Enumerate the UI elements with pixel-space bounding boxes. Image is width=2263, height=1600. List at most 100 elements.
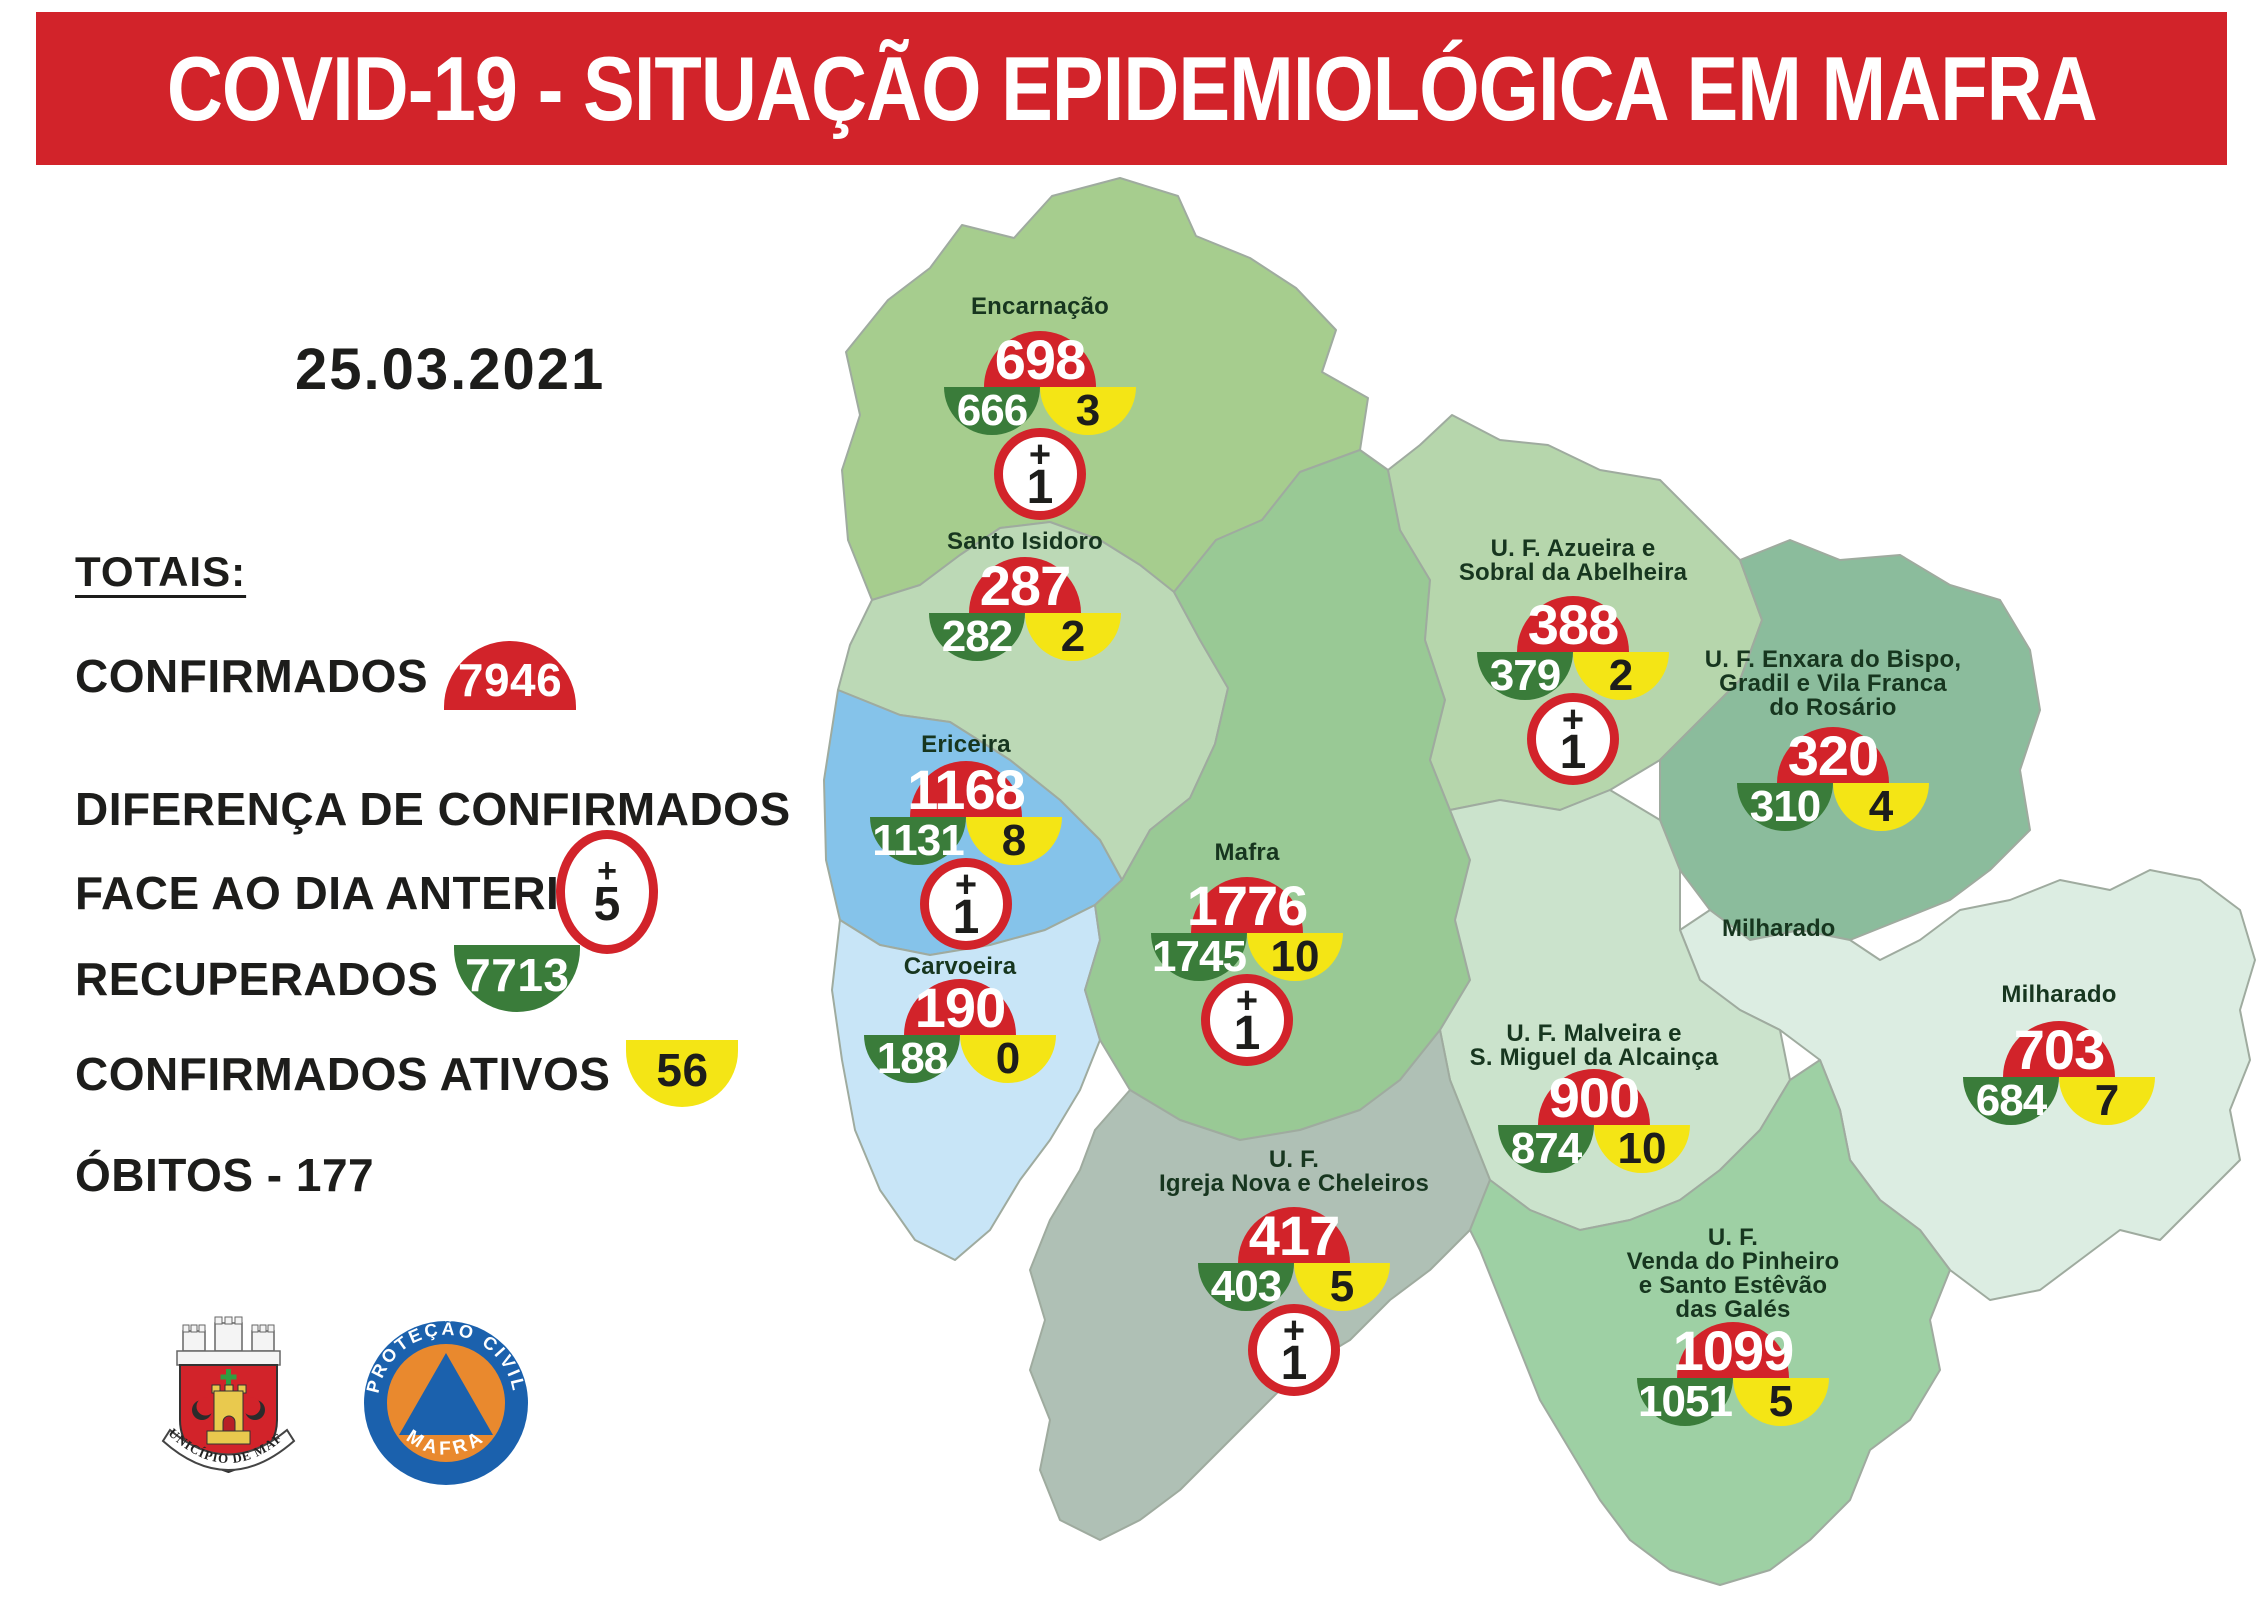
active-badge: 3 [1040,386,1136,435]
region-badge: 900 874 10 [1498,1066,1690,1259]
active-total-row: CONFIRMADOS ATIVOS 56 [75,1040,739,1107]
confirmed-badge: 703 [2003,1018,2115,1081]
confirmed-total-value: 7946 [457,654,563,706]
map-region-carvoeira [831,904,1101,1261]
difference-delta-value: 5 [593,878,621,931]
page-title: COVID-19 - SITUAÇÃO EPIDEMIOLÓGICA EM MA… [166,37,2098,139]
recovered-total-badge: 7713 [454,945,581,1012]
plus-sign: + [1235,980,1259,1022]
active-badge: 10 [1594,1124,1690,1173]
delta-value: 1 [1559,726,1587,779]
delta-value: 1 [952,891,980,944]
confirmed-total-badge: 7946 [444,641,577,710]
deaths-value: 177 [295,1149,375,1201]
plus-sign: + [597,852,617,890]
difference-delta-badge: + 5 [556,830,658,954]
region-badge: 287 282 2 [929,554,1121,747]
municipio-de-mafra-crest-logo: MUNICÍPIO DE MAFRA [147,1313,296,1474]
region-badge: 1168 1131 8 + 1 [870,757,1062,951]
region-enxara-gradil: U. F. Enxara do Bispo, Gradil e Vila Fra… [1673,646,1993,831]
totals-heading: TOTAIS: [75,548,247,595]
confirmed-badge: 1099 [1672,1318,1795,1382]
region-mafra: Mafra 1776 1745 10 + 1 [1087,839,1407,1066]
deaths-row: ÓBITOS - 177 [75,1148,374,1202]
region-azueira-sobral: U. F. Azueira e Sobral da Abelheira 388 … [1413,535,1733,785]
active-total-value: 56 [656,1044,709,1096]
confirmed-badge: 287 [969,554,1081,617]
region-label: U. F. Venda do Pinheiro e Santo Estêvão … [1626,1224,1840,1323]
region-badge: 190 188 0 [864,976,1056,1169]
difference-line-2: FACE AO DIA ANTERIOR [75,867,630,919]
region-badge: 1099 1051 5 [1637,1318,1829,1512]
region-carvoeira: Carvoeira 190 188 0 [800,953,1120,1083]
region-label: Carvoeira [903,953,1017,980]
region-label: U. F. Azueira e Sobral da Abelheira [1458,535,1688,586]
confirmed-badge: 417 [1238,1204,1350,1267]
recovered-total-value: 7713 [465,949,570,1001]
recovered-badge: 874 [1498,1124,1594,1173]
region-label: Encarnação [970,293,1110,320]
active-badge: 7 [2059,1076,2155,1125]
active-badge: 0 [960,1034,1056,1083]
region-igreja-nova-cheleiros: U. F. Igreja Nova e Cheleiros 417 403 5 … [1134,1146,1454,1396]
delta-badge: + 1 [1248,1304,1340,1396]
region-venda-pinheiro: U. F. Venda do Pinheiro e Santo Estêvão … [1573,1224,1893,1426]
region-badge: 1776 1745 10 + 1 [1151,873,1343,1067]
milharado-sliver-label: Milharado [1722,915,1836,942]
recovered-badge: 282 [929,612,1025,661]
recovered-badge: 684 [1963,1076,2059,1125]
active-badge: 4 [1833,782,1929,831]
active-badge: 10 [1247,932,1343,981]
confirmed-badge: 320 [1777,724,1889,787]
active-badge: 2 [1025,612,1121,661]
region-milharado: Milharado 703 684 7 [1899,981,2219,1125]
confirmed-badge: 1776 [1186,873,1309,937]
recovered-badge: 403 [1198,1262,1294,1311]
delta-badge: + 1 [1527,693,1619,785]
region-encarnacao: Encarnação 698 666 3 + 1 [880,293,1200,520]
region-malveira-smiguel: U. F. Malveira e S. Miguel da Alcainça 9… [1434,1020,1754,1173]
title-banner: COVID-19 - SITUAÇÃO EPIDEMIOLÓGICA EM MA… [36,12,2227,165]
confirmed-badge: 698 [984,328,1096,391]
region-label: Ericeira [921,731,1011,758]
active-badge: 5 [1733,1377,1829,1426]
region-label: U. F. Malveira e S. Miguel da Alcainça [1469,1020,1719,1071]
plus-sign: + [1028,434,1052,476]
protecao-civil-mafra-logo: PROTEÇÃO CIVIL MAFRA [363,1318,528,1485]
region-label: Milharado [2001,981,2117,1008]
region-badge: 320 310 4 [1737,724,1929,917]
confirmed-badge: 900 [1538,1066,1650,1129]
plus-sign: + [954,864,978,906]
map-region-venda-pinheiro [1469,1059,1951,1586]
plus-sign: + [1282,1310,1306,1352]
region-badge: 388 379 2 + 1 [1477,593,1669,786]
confirmed-badge: 190 [904,976,1016,1039]
region-label: U. F. Enxara do Bispo, Gradil e Vila Fra… [1704,646,1962,721]
region-badge: 698 666 3 + 1 [944,328,1136,521]
deaths-label: ÓBITOS - [75,1149,283,1201]
recovered-badge: 379 [1477,651,1573,700]
confirmed-badge: 388 [1517,593,1629,656]
region-ericeira: Ericeira 1168 1131 8 + 1 [806,731,1126,950]
active-badge: 5 [1294,1262,1390,1311]
region-santo-isidoro: Santo Isidoro 287 282 2 [865,530,1185,661]
recovered-total-label: RECUPERADOS [75,952,439,1005]
region-label: U. F. Igreja Nova e Cheleiros [1158,1146,1430,1197]
recovered-badge: 310 [1737,782,1833,831]
region-badge: 417 403 5 + 1 [1198,1204,1390,1397]
recovered-badge: 1051 [1637,1377,1733,1426]
active-total-label: CONFIRMADOS ATIVOS [75,1047,611,1100]
confirmed-total-label: CONFIRMADOS [75,649,429,702]
active-badge: 8 [966,816,1062,865]
confirmed-badge: 1168 [907,757,1025,821]
delta-badge: + 1 [1201,974,1293,1066]
recovered-badge: 1745 [1151,932,1247,981]
report-date: 25.03.2021 [295,337,606,402]
plus-sign: + [1561,699,1585,741]
region-label: Mafra [1214,839,1280,866]
recovered-badge: 188 [864,1034,960,1083]
recovered-badge: 666 [944,386,1040,435]
delta-value: 1 [1233,1007,1261,1060]
difference-line-1: DIFERENÇA DE CONFIRMADOS [75,783,791,835]
